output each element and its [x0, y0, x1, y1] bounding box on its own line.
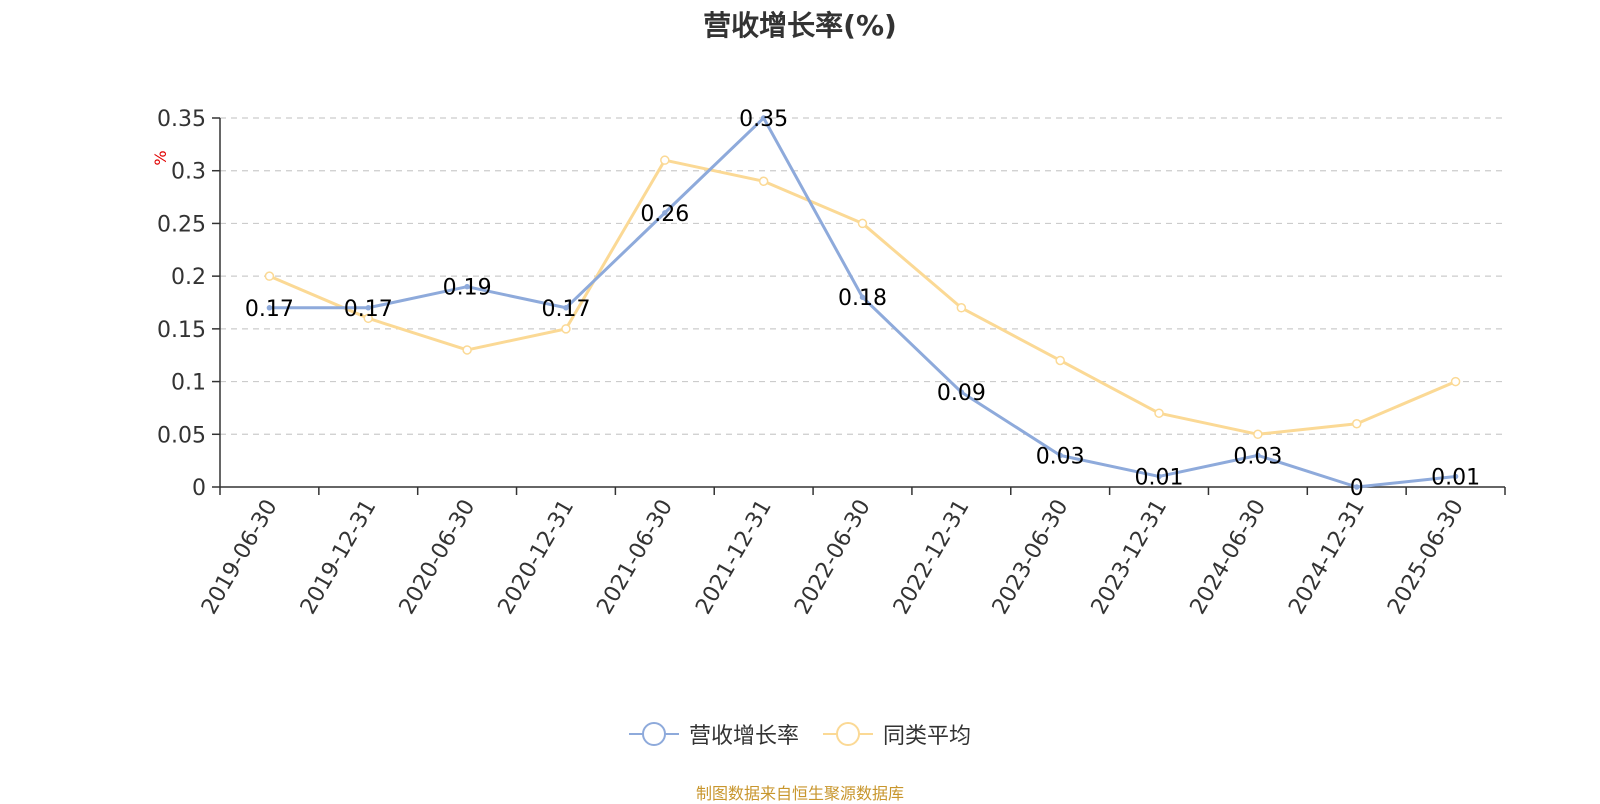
series-2-point	[1351, 418, 1362, 429]
series-2-point	[462, 345, 472, 355]
y-tick-label: 0.3	[171, 160, 206, 185]
data-label: 0.01	[1431, 465, 1480, 490]
series-1-point	[464, 283, 470, 290]
series-1-point	[365, 305, 372, 311]
x-tick-label: 2024-12-31	[1284, 496, 1370, 619]
y-tick-label: 0.25	[157, 212, 206, 237]
axis-layer: 0 0.05 0.1 0.15 0.2 0.25 0.3 0.35% 2019-06-30 201…	[151, 107, 1506, 619]
series-2-point	[857, 218, 868, 229]
y-tick-label: 0.05	[157, 423, 206, 448]
y-tick-label: 0.15	[157, 318, 206, 343]
y-tick-label: 0.1	[171, 371, 206, 396]
series-1-point	[662, 210, 668, 216]
series-2-point	[264, 271, 275, 281]
series-2-point	[1450, 376, 1461, 387]
series-1-point	[1057, 452, 1063, 459]
x-tick-label: 2021-12-31	[691, 496, 777, 619]
series-2-point	[1253, 429, 1263, 440]
legend-label-series-2: 同类平均	[883, 724, 972, 749]
data-label: 0.18	[838, 286, 887, 311]
x-tick-label: 2023-12-31	[1087, 496, 1173, 619]
legend-swatch-series-2	[823, 721, 873, 747]
legend-item-series-1[interactable]: 营收增长率	[628, 718, 799, 750]
x-tick-label: 2021-06-30	[592, 496, 678, 619]
x-tick-label: 2022-12-31	[889, 496, 975, 619]
legend-label-series-1: 营收增长率	[688, 724, 799, 749]
y-tick-label: 0	[192, 476, 206, 501]
series-1-point	[760, 115, 767, 121]
series-1-point	[1255, 452, 1261, 459]
series-layer	[264, 115, 1461, 490]
data-label: 0.03	[1036, 444, 1085, 469]
x-tick-label: 2025-06-30	[1383, 496, 1469, 619]
x-tick-label: 2020-06-30	[395, 495, 481, 618]
grid-layer	[220, 117, 1505, 435]
data-label: 0.17	[344, 297, 393, 322]
data-label: 0.26	[640, 202, 689, 227]
series-1-point	[1156, 473, 1162, 480]
series-1-point	[958, 389, 965, 395]
series-2-point	[363, 313, 374, 324]
y-tick-label: 0.2	[171, 265, 206, 290]
series-2-point	[1055, 355, 1065, 366]
series-2-point	[956, 303, 967, 313]
series-1-point	[1353, 484, 1360, 490]
data-label: 0.01	[1135, 465, 1184, 490]
series-2-point	[561, 324, 571, 334]
x-tick-label: 2023-06-30	[988, 496, 1074, 619]
legend-item-series-2[interactable]: 同类平均	[823, 718, 971, 750]
data-label: 0.09	[937, 381, 986, 406]
legend: 营收增长率 同类平均	[0, 718, 1600, 750]
series-2-point	[1154, 408, 1164, 418]
data-label: 0.19	[443, 276, 492, 301]
series-1-point	[859, 294, 866, 300]
x-tick-label: 2022-06-30	[790, 496, 876, 619]
legend-swatch-series-1	[628, 721, 679, 747]
series-2-point	[758, 176, 769, 187]
data-label: 0.03	[1233, 444, 1282, 469]
series-2-point	[660, 155, 670, 165]
x-tick-label: 2019-12-31	[296, 496, 382, 619]
chart-title: 营收增长率(%)	[703, 9, 897, 42]
y-axis-unit: %	[151, 150, 170, 165]
data-label: 0.17	[245, 297, 294, 322]
series-1-point	[1452, 473, 1459, 480]
x-tick-label: 2024-06-30	[1186, 496, 1272, 619]
x-tick-label: 2020-12-31	[494, 496, 580, 619]
series-1-point	[563, 305, 569, 311]
data-label: 0	[1350, 476, 1364, 501]
x-tick-label: 2019-06-30	[197, 496, 283, 619]
data-label-layer: 0.17 0.17 0.19 0.17 0.26 0.35 0.18 0.09 0.03 0.01…	[245, 107, 1480, 501]
data-label: 0.17	[541, 297, 590, 322]
data-label: 0.35	[739, 107, 788, 132]
y-tick-label: 0.35	[157, 107, 206, 132]
source-note: 制图数据来自恒生聚源数据库	[695, 784, 904, 803]
series-1-point	[266, 305, 273, 311]
